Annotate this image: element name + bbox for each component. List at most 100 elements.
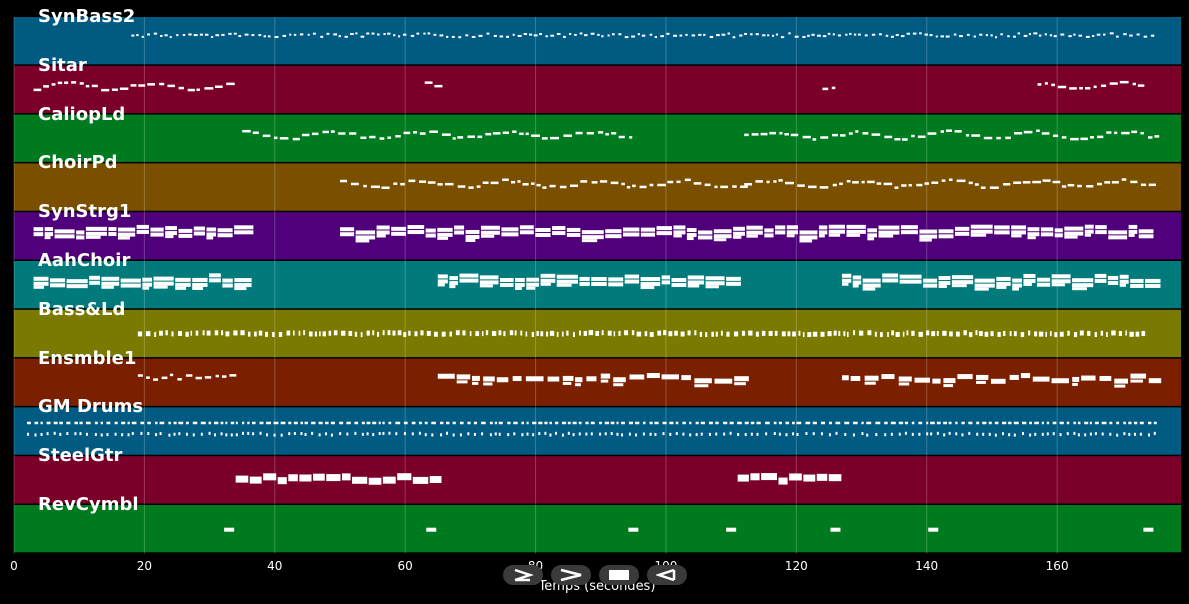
note — [154, 331, 157, 337]
note — [1013, 331, 1017, 337]
lane-name: AahChoir — [38, 250, 131, 271]
note — [744, 32, 748, 35]
note — [1136, 33, 1140, 36]
note — [402, 33, 407, 36]
note — [951, 280, 974, 285]
note — [1090, 136, 1094, 139]
note — [142, 282, 153, 287]
note — [397, 473, 412, 481]
note — [994, 36, 997, 39]
note — [590, 432, 593, 436]
note — [562, 375, 574, 381]
note — [561, 331, 564, 337]
note — [689, 433, 692, 437]
note — [798, 330, 801, 336]
note — [363, 184, 367, 188]
lane-background — [14, 358, 1181, 406]
note — [844, 421, 850, 425]
note — [726, 527, 737, 532]
note — [846, 179, 851, 183]
note — [942, 330, 947, 336]
note — [820, 136, 829, 139]
note — [169, 36, 172, 39]
note — [387, 330, 391, 336]
note — [1096, 33, 1101, 36]
rewind-button[interactable] — [647, 565, 687, 585]
note — [1001, 432, 1004, 436]
note — [820, 432, 823, 436]
note — [346, 432, 349, 436]
note — [33, 227, 44, 232]
note — [694, 378, 712, 384]
note — [33, 232, 44, 237]
note — [926, 432, 929, 436]
note — [388, 431, 391, 435]
note — [169, 373, 174, 377]
note — [225, 331, 230, 337]
note — [581, 230, 604, 235]
note — [481, 331, 484, 337]
note — [1147, 433, 1150, 437]
note — [136, 224, 149, 229]
note — [411, 432, 414, 436]
note — [420, 330, 424, 336]
note — [601, 35, 604, 38]
note — [1045, 331, 1047, 337]
note — [673, 34, 678, 37]
note — [222, 283, 233, 288]
note — [410, 34, 415, 37]
note — [901, 138, 908, 141]
note — [852, 280, 862, 285]
note — [792, 331, 796, 337]
note — [642, 421, 646, 425]
stop-button[interactable] — [599, 565, 639, 585]
note — [44, 232, 54, 237]
note — [840, 134, 846, 137]
note — [1028, 330, 1031, 336]
note — [605, 133, 609, 136]
note — [440, 421, 444, 425]
note — [159, 330, 163, 336]
note — [705, 276, 725, 281]
note — [1034, 331, 1038, 337]
note — [303, 330, 306, 336]
note — [895, 34, 899, 37]
note — [517, 34, 522, 37]
note — [819, 186, 829, 189]
note — [943, 378, 956, 384]
note — [437, 283, 445, 287]
note — [779, 131, 783, 135]
note — [599, 432, 602, 436]
note — [666, 32, 670, 35]
note — [1001, 421, 1007, 425]
note — [121, 433, 124, 437]
note — [989, 186, 999, 189]
forward-button[interactable] — [551, 565, 591, 585]
note — [200, 432, 203, 436]
play-button[interactable] — [503, 565, 543, 585]
note — [971, 134, 981, 137]
note — [208, 421, 212, 425]
note — [1139, 421, 1144, 425]
note — [700, 432, 703, 436]
note — [714, 378, 733, 384]
note — [64, 81, 69, 84]
note — [965, 134, 970, 137]
note — [217, 233, 233, 238]
note — [521, 433, 524, 437]
note — [361, 432, 364, 436]
note — [554, 431, 557, 435]
lane-name: GM Drums — [38, 396, 144, 418]
note — [812, 331, 818, 337]
note — [382, 431, 385, 435]
note — [395, 135, 401, 138]
note — [715, 432, 718, 436]
note — [741, 330, 746, 336]
note — [862, 278, 881, 283]
note — [957, 374, 973, 380]
note — [785, 421, 790, 425]
note — [1009, 374, 1019, 380]
note — [784, 133, 789, 136]
note — [501, 232, 519, 237]
note — [214, 330, 219, 336]
